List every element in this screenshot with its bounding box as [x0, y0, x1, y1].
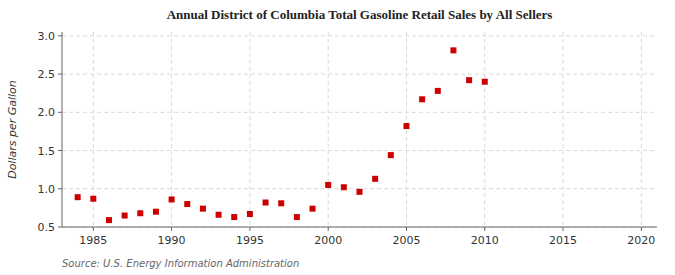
- x-tick: [249, 227, 250, 231]
- chart-container: 0.5 1.0 1.5 2.0 2.5 3.0 1985 1990 1995 2000 2005 20…: [0, 0, 675, 275]
- y-axis-line: [62, 32, 63, 227]
- x-tick-label: 2020: [627, 234, 655, 247]
- y-tick: [58, 188, 62, 189]
- x-axis-line: [62, 227, 657, 228]
- y-grid-line: [62, 227, 657, 228]
- point: [263, 200, 269, 206]
- point: [294, 214, 300, 220]
- source: Source: U.S. Energy Information Administ…: [62, 258, 299, 269]
- x-tick: [406, 227, 407, 231]
- x-tick-label: 2015: [549, 234, 577, 247]
- x-tick: [563, 227, 564, 231]
- x-grid-line: [563, 32, 564, 227]
- point: [341, 184, 347, 190]
- y-tick: [58, 227, 62, 228]
- x-tick-label: 2010: [471, 234, 499, 247]
- point: [153, 209, 159, 215]
- x-tick: [484, 227, 485, 231]
- y-tick-label: 1.5: [38, 145, 56, 158]
- x-grid-line: [249, 32, 250, 227]
- axes: 0.5 1.0 1.5 2.0 2.5 3.0 1985 1990 1995 2000 2005 20…: [38, 30, 658, 247]
- y-grid-line: [62, 74, 657, 75]
- y-grid-line: [62, 35, 657, 36]
- x-tick: [171, 227, 172, 231]
- point: [466, 77, 472, 83]
- y-axis-label: Dollars per Gallon: [6, 80, 19, 179]
- point: [75, 194, 81, 200]
- point: [357, 189, 363, 195]
- x-tick: [328, 227, 329, 231]
- point: [482, 79, 488, 85]
- x-grid-line: [328, 32, 329, 227]
- x-grid-line: [406, 32, 407, 227]
- point: [122, 213, 128, 219]
- y-tick-label: 2.0: [38, 106, 56, 119]
- point: [278, 200, 284, 206]
- point: [310, 206, 316, 212]
- point: [231, 214, 237, 220]
- point: [137, 210, 143, 216]
- x-tick: [93, 227, 94, 231]
- title: Annual District of Columbia Total Gasoli…: [167, 7, 553, 22]
- y-tick-label: 3.0: [38, 30, 56, 43]
- point: [419, 96, 425, 102]
- y-grid-line: [62, 150, 657, 151]
- y-grid-line: [62, 112, 657, 113]
- point: [372, 176, 378, 182]
- y-tick-label: 1.0: [38, 183, 56, 196]
- point: [388, 152, 394, 158]
- x-tick-label: 1990: [158, 234, 186, 247]
- points: [75, 47, 488, 223]
- point: [216, 212, 222, 218]
- x-tick-label: 2000: [314, 234, 342, 247]
- y-tick: [58, 74, 62, 75]
- y-tick-label: 0.5: [38, 221, 56, 234]
- point: [450, 47, 456, 53]
- x-grid-line: [484, 32, 485, 227]
- point: [200, 206, 206, 212]
- grid: [62, 32, 657, 227]
- y-tick-label: 2.5: [38, 68, 56, 81]
- x-grid-line: [641, 32, 642, 227]
- point: [106, 217, 112, 223]
- point: [247, 211, 253, 217]
- x-tick-label: 1995: [236, 234, 264, 247]
- y-tick: [58, 35, 62, 36]
- x-tick-label: 2005: [392, 234, 420, 247]
- point: [325, 182, 331, 188]
- point: [435, 88, 441, 94]
- x-tick-label: 1985: [79, 234, 107, 247]
- point: [184, 201, 190, 207]
- y-tick: [58, 112, 62, 113]
- y-tick: [58, 150, 62, 151]
- point: [169, 196, 175, 202]
- point: [90, 196, 96, 202]
- chart: 0.5 1.0 1.5 2.0 2.5 3.0 1985 1990 1995 2000 2005 20…: [0, 0, 675, 275]
- point: [403, 123, 409, 129]
- x-tick: [641, 227, 642, 231]
